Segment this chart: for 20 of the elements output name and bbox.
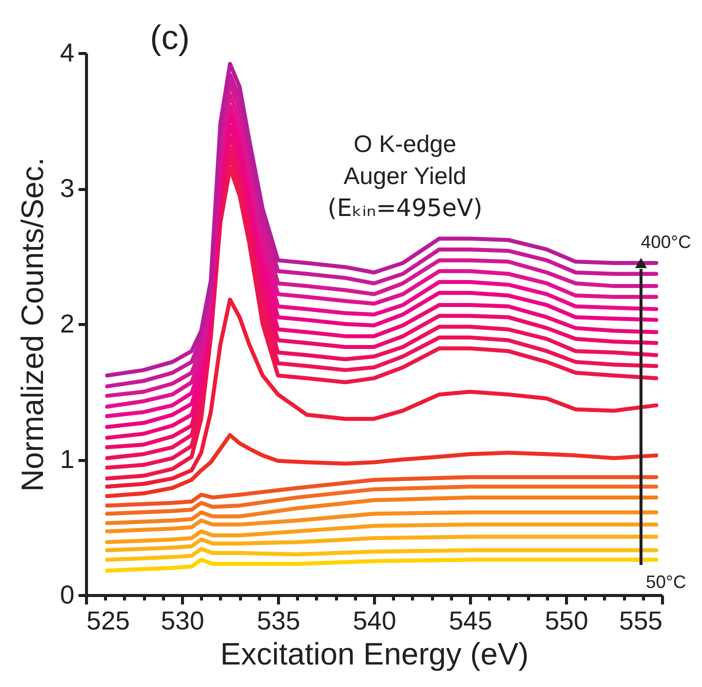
x-axis-title: Excitation Energy (eV) — [220, 636, 529, 672]
annotation: 50°C — [646, 572, 686, 592]
y-tick-label: 3 — [60, 173, 74, 203]
annotation: 400°C — [640, 232, 692, 252]
annotation: (c) — [150, 19, 190, 57]
x-tick-label: 550 — [544, 606, 588, 636]
annotation: Auger Yield — [344, 163, 466, 190]
x-tick-label: 525 — [86, 606, 130, 636]
y-tick-label: 4 — [60, 38, 74, 68]
x-tick-label: 540 — [352, 606, 396, 636]
y-tick-label: 1 — [60, 444, 74, 474]
annotation: (Eₖᵢₙ=495eV) — [327, 194, 483, 222]
x-tick-label: 535 — [256, 606, 300, 636]
y-tick-label: 2 — [60, 308, 74, 338]
x-tick-label: 545 — [448, 606, 492, 636]
x-tick-label: 530 — [160, 606, 204, 636]
y-axis-title: Normalized Counts/Sec. — [15, 157, 50, 492]
x-tick-label: 555 — [619, 606, 662, 636]
y-tick-label: 0 — [60, 580, 74, 610]
annotation: O K-edge — [354, 131, 456, 158]
